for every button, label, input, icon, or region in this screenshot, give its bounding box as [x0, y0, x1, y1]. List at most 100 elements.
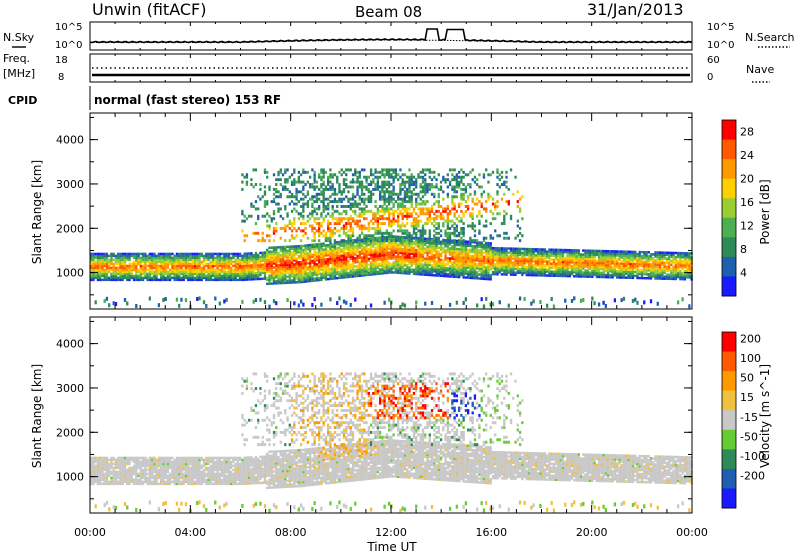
- power-cell: [394, 219, 398, 223]
- power-cell: [415, 217, 418, 221]
- power-cell: [498, 263, 501, 266]
- power-cell: [347, 234, 350, 238]
- power-cell: [196, 272, 199, 276]
- power-cell: [245, 274, 249, 277]
- power-cell: [557, 258, 560, 262]
- power-cell: [225, 260, 228, 264]
- power-cell: [534, 272, 538, 275]
- power-cell: [471, 217, 474, 221]
- power-cell: [270, 200, 273, 204]
- power-cell: [299, 268, 303, 272]
- power-cell: [248, 258, 251, 261]
- power-cell: [451, 263, 454, 266]
- power-cell: [162, 258, 165, 262]
- power-cell: [227, 268, 231, 272]
- power-cell: [397, 229, 400, 233]
- power-cell: [595, 261, 598, 265]
- power-cell: [329, 175, 332, 179]
- power-cell: [426, 200, 429, 204]
- power-cell: [555, 258, 558, 262]
- power-cell: [252, 264, 255, 267]
- power-cell: [397, 245, 400, 249]
- freq-panel: Freq. [MHz] 18 8 60 0 Nave: [3, 52, 774, 83]
- noise-left-tick-high: 10^5: [55, 22, 82, 33]
- power-cell: [521, 217, 524, 221]
- power-cell: [439, 270, 443, 274]
- power-cell: [403, 242, 407, 245]
- power-cell: [363, 240, 366, 243]
- power-cell: [397, 267, 400, 271]
- power-cell: [119, 268, 122, 272]
- power-cell: [516, 234, 519, 238]
- power-cell: [169, 256, 172, 260]
- power-cell: [439, 212, 443, 216]
- power-cell: [284, 185, 287, 189]
- power-cell: [469, 212, 472, 216]
- power-cell: [570, 272, 574, 276]
- power-cell: [403, 269, 407, 273]
- power-cell: [354, 209, 357, 213]
- power-cell: [96, 276, 100, 280]
- power-cell: [480, 269, 483, 272]
- power-cell: [275, 183, 278, 187]
- power-cell: [471, 226, 474, 230]
- power-cell: [514, 261, 517, 264]
- power-cell: [381, 187, 384, 191]
- power-cell: [299, 299, 303, 304]
- power-cell: [94, 272, 97, 276]
- power-cell: [250, 256, 253, 259]
- power-cell: [378, 205, 382, 208]
- power-cell: [90, 274, 93, 278]
- power-cell: [94, 262, 97, 266]
- power-cell: [135, 258, 138, 262]
- power-cell: [295, 277, 298, 280]
- power-cell: [96, 268, 100, 272]
- power-cell: [333, 267, 337, 270]
- power-cell: [417, 222, 420, 226]
- power-cell: [464, 266, 468, 269]
- power-cell: [248, 262, 251, 265]
- power-cell: [293, 277, 296, 280]
- power-cell: [205, 278, 208, 282]
- power-cell: [482, 271, 486, 275]
- power-cell: [200, 254, 203, 258]
- power-cell: [164, 297, 167, 302]
- power-cell: [464, 268, 468, 271]
- power-cell: [534, 274, 538, 277]
- power-cell: [162, 260, 165, 264]
- power-cell: [146, 258, 149, 262]
- power-cell: [525, 253, 528, 257]
- power-cell: [582, 249, 585, 252]
- power-cell: [541, 260, 544, 263]
- power-cell: [99, 252, 102, 256]
- power-cell: [270, 272, 273, 275]
- power-cell: [229, 252, 233, 256]
- power-cell: [324, 250, 328, 253]
- power-cell: [288, 247, 291, 250]
- power-cell: [378, 268, 382, 271]
- power-cell: [356, 190, 359, 194]
- power-cell: [128, 266, 131, 270]
- power-cell: [349, 234, 352, 238]
- power-cell: [349, 263, 352, 266]
- power-cell: [455, 263, 459, 267]
- power-cell: [489, 173, 492, 177]
- power-cell: [363, 266, 366, 269]
- power-cell: [238, 276, 242, 280]
- power-cell: [455, 180, 459, 184]
- power-cell: [516, 269, 519, 273]
- power-cell: [182, 268, 185, 272]
- power-cell: [108, 258, 111, 262]
- power-cell: [171, 270, 174, 274]
- power-cell: [399, 257, 402, 261]
- power-cell: [315, 180, 319, 184]
- power-cell: [530, 253, 533, 257]
- power-cell: [290, 224, 294, 228]
- power-cell: [557, 270, 560, 274]
- power-cell: [322, 276, 325, 279]
- power-cell: [464, 276, 468, 279]
- power-cell: [584, 273, 587, 276]
- power-cell: [281, 259, 285, 263]
- power-cell: [360, 214, 364, 218]
- power-cell: [324, 239, 328, 243]
